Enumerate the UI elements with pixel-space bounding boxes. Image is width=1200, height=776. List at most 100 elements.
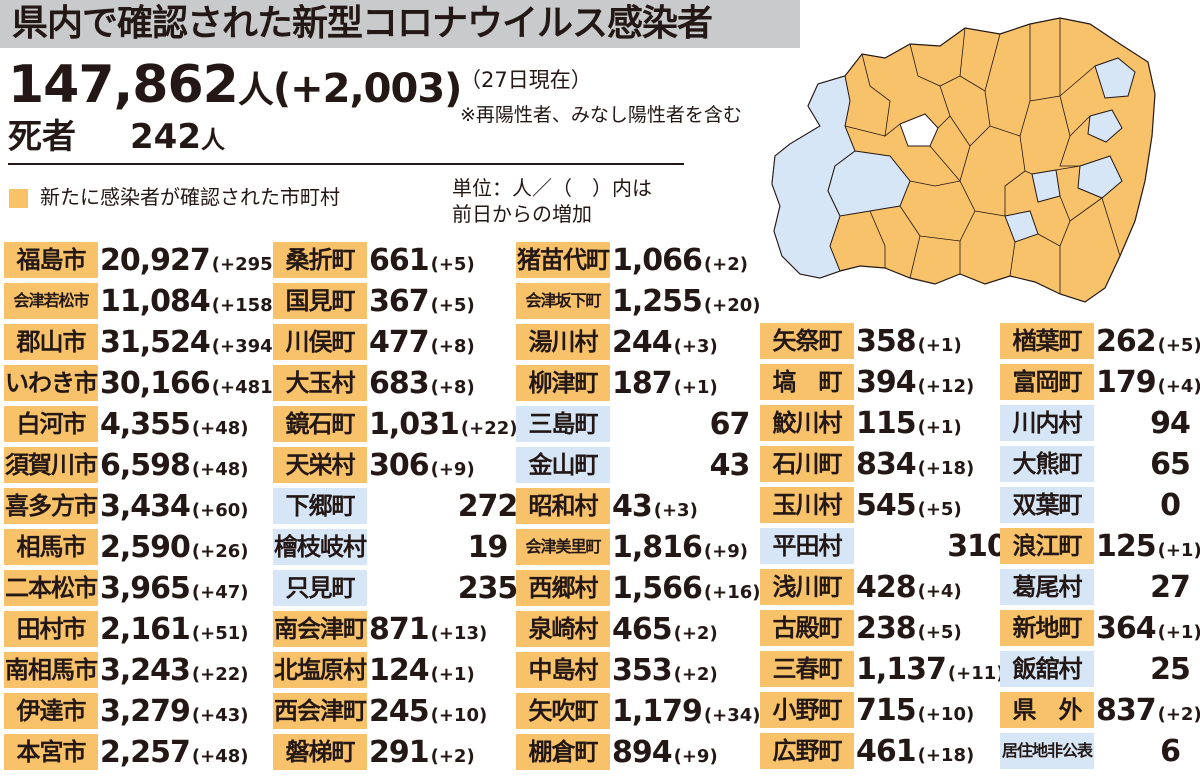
case-increase: (+9) (703, 541, 748, 562)
municipality-cases: 2,257 (+48) (100, 734, 296, 770)
municipality-name: 南会津町 (273, 611, 367, 647)
municipality-name: 桑折町 (273, 242, 367, 278)
municipality-cases: 6 (1096, 733, 1200, 769)
municipality-cases: 3,279 (+43) (100, 693, 296, 729)
case-increase: (+8) (430, 336, 475, 357)
legend-swatch (9, 189, 28, 208)
map-borders (844, 18, 1121, 294)
municipality-cases: 20,927 (+295) (100, 242, 296, 278)
municipality-cases: 358 (+1) (856, 323, 1098, 359)
case-increase: (+295) (211, 254, 281, 275)
municipality-cases: 3,434 (+60) (100, 488, 296, 524)
municipality-cases: 262 (+5) (1096, 323, 1200, 359)
case-increase: (+158) (211, 295, 281, 316)
case-count: 27 (1150, 570, 1191, 605)
municipality-name: 須賀川市 (4, 447, 98, 483)
case-count: 715 (856, 693, 917, 728)
case-count: 19 (467, 530, 509, 565)
case-increase: (+1) (917, 417, 962, 438)
deaths-unit: 人 (200, 126, 225, 154)
fukushima-map (771, 17, 1156, 303)
municipality-name: 小野町 (760, 692, 854, 728)
case-count: 238 (856, 611, 917, 646)
municipality-name: 古殿町 (760, 610, 854, 646)
municipality-cases: 1,031 (+22) (369, 406, 606, 442)
case-increase: (+20) (703, 295, 761, 316)
municipality-name: 伊達市 (4, 693, 98, 729)
case-count: 1,179 (612, 694, 703, 729)
municipality-cases: 2,590 (+26) (100, 529, 296, 565)
municipality-name: 福島市 (4, 242, 98, 278)
deaths-label: 死者 (8, 117, 76, 157)
municipality-cases: 3,965 (+47) (100, 570, 296, 606)
case-increase: (+481) (211, 377, 281, 398)
inclusion-note: ※再陽性者、みなし陽性者を含む (460, 104, 742, 126)
case-count: 31,524 (100, 325, 211, 360)
deaths-value: 242人 (130, 117, 225, 160)
municipality-cases: 244 (+3) (612, 324, 847, 360)
map-region-no-new-center (899, 113, 939, 147)
municipality-name: 楢葉町 (1000, 323, 1094, 359)
municipality-cases: 1,137 (+11) (856, 651, 1098, 687)
case-count: 364 (1096, 611, 1157, 646)
case-increase: (+34) (703, 705, 761, 726)
case-increase: (+2) (703, 254, 748, 275)
municipality-cases: 115 (+1) (856, 405, 1098, 441)
municipality-cases: 19 (369, 529, 606, 565)
legend-text: 新たに感染者が確認された市町村 (40, 185, 340, 209)
case-count: 1,255 (612, 284, 703, 319)
case-count: 837 (1096, 693, 1157, 728)
municipality-name: 湯川村 (516, 324, 610, 360)
case-increase: (+43) (191, 705, 249, 726)
case-increase: (+26) (191, 541, 249, 562)
case-count: 3,279 (100, 694, 191, 729)
case-count: 1,816 (612, 530, 703, 565)
municipality-name: 西会津町 (273, 693, 367, 729)
municipality-cases: 272 (369, 488, 606, 524)
case-count: 244 (612, 325, 673, 360)
municipality-cases: 353 (+2) (612, 652, 847, 688)
case-increase: (+12) (917, 376, 975, 397)
case-increase: (+5) (1157, 335, 1200, 356)
case-count: 1,031 (369, 407, 460, 442)
municipality-cases: 1,066 (+2) (612, 242, 847, 278)
case-increase: (+2) (430, 746, 475, 767)
municipality-name: 田村市 (4, 611, 98, 647)
case-count: 124 (369, 653, 430, 688)
case-increase: (+5) (917, 499, 962, 520)
map-region-no-new-east-1 (1094, 57, 1136, 99)
municipality-name: 広野町 (760, 733, 854, 769)
municipality-name: 泉崎村 (516, 611, 610, 647)
municipality-name: 浅川町 (760, 569, 854, 605)
case-count: 2,257 (100, 735, 191, 770)
case-increase: (+13) (430, 623, 488, 644)
municipality-name: 会津美里町 (516, 529, 610, 565)
case-count: 20,927 (100, 243, 211, 278)
municipality-cases: 834 (+18) (856, 446, 1098, 482)
case-increase: (+4) (1157, 376, 1200, 397)
case-count: 1,566 (612, 571, 703, 606)
case-count: 115 (856, 406, 917, 441)
as-of-date: （27日現在） (460, 68, 592, 92)
case-increase: (+22) (460, 418, 518, 439)
case-count: 6 (1160, 734, 1181, 769)
case-count: 65 (1150, 447, 1191, 482)
municipality-cases: 245 (+10) (369, 693, 606, 729)
case-increase: (+60) (191, 500, 249, 521)
municipality-name: 金山町 (516, 447, 610, 483)
case-count: 25 (1150, 652, 1191, 687)
municipality-name: 二本松市 (4, 570, 98, 606)
municipality-name: 三島町 (516, 406, 610, 442)
municipality-name: 川俣町 (273, 324, 367, 360)
case-count: 545 (856, 488, 917, 523)
municipality-cases: 394 (+12) (856, 364, 1098, 400)
page-title: 県内で確認された新型コロナウイルス感染者 (12, 3, 713, 44)
case-count: 67 (709, 407, 751, 442)
municipality-name: 大熊町 (1000, 446, 1094, 482)
municipality-name: 葛尾村 (1000, 569, 1094, 605)
municipality-name: 矢吹町 (516, 693, 610, 729)
municipality-cases: 306 (+9) (369, 447, 606, 483)
municipality-cases: 715 (+10) (856, 692, 1098, 728)
municipality-cases: 0 (1096, 487, 1200, 523)
municipality-cases: 837 (+2) (1096, 692, 1200, 728)
